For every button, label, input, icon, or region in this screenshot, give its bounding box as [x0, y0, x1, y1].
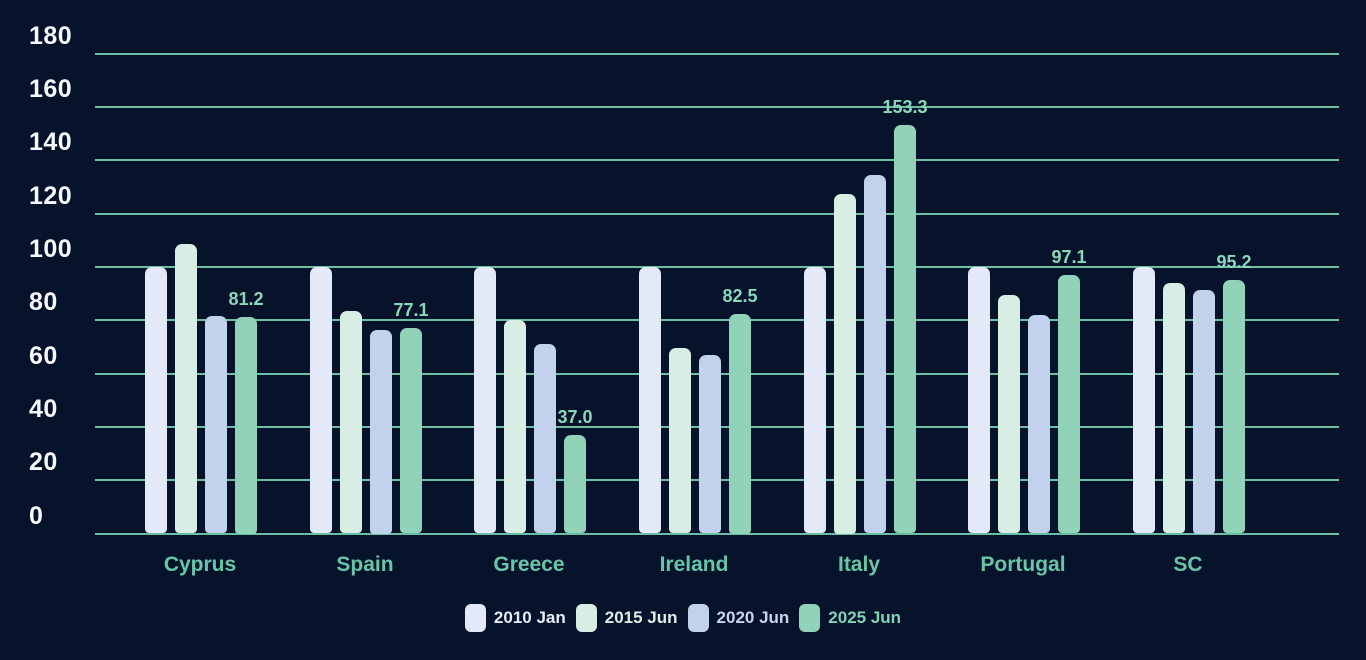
bar-cyprus-2025-jun[interactable]	[235, 317, 257, 534]
bar-sc-2010-jan[interactable]	[1133, 266, 1155, 534]
bar-ireland-2015-jun[interactable]	[669, 348, 691, 534]
y-axis-tick-label: 40	[29, 395, 58, 423]
legend-item-label: 2025 Jun	[828, 608, 902, 627]
bar-value-label: 82.5	[722, 285, 758, 306]
gridline	[95, 213, 1339, 215]
legend-item-label: 2015 Jun	[604, 608, 678, 627]
bar-value-label: 97.1	[1051, 246, 1087, 267]
y-axis-tick-label: 100	[29, 235, 73, 263]
gridline	[95, 266, 1339, 268]
bar-spain-2015-jun[interactable]	[340, 310, 362, 534]
bar-italy-2010-jan[interactable]	[804, 266, 826, 534]
bar-spain-2025-jun[interactable]	[400, 327, 422, 534]
bar-value-label: 153.3	[882, 96, 928, 117]
y-axis-tick-label: 20	[29, 448, 58, 476]
legend-item-2025-jun[interactable]: 2025 Jun	[799, 604, 901, 632]
gridline	[95, 159, 1339, 161]
bar-value-label: 77.1	[393, 299, 429, 320]
bar-cyprus-2020-jun[interactable]	[205, 316, 227, 534]
legend-item-2010-jan[interactable]: 2010 Jan	[464, 604, 566, 632]
legend-swatch	[799, 604, 821, 632]
x-axis-category-label: Greece	[493, 553, 565, 576]
bar-italy-2015-jun[interactable]	[834, 193, 856, 534]
x-axis-category-label: Italy	[837, 553, 881, 576]
x-axis-category-label: Portugal	[980, 553, 1066, 576]
bar-greece-2020-jun[interactable]	[534, 344, 556, 534]
bar-portugal-2020-jun[interactable]	[1028, 314, 1050, 534]
legend-swatch	[575, 604, 597, 632]
x-axis-category-label: Spain	[336, 553, 394, 576]
bar-spain-2010-jan[interactable]	[310, 266, 332, 534]
bar-italy-2025-jun[interactable]	[894, 124, 916, 534]
bar-portugal-2025-jun[interactable]	[1058, 274, 1080, 534]
bar-italy-2020-jun[interactable]	[864, 174, 886, 534]
legend-swatch	[464, 604, 486, 632]
bar-greece-2010-jan[interactable]	[474, 266, 496, 534]
bar-value-label: 37.0	[557, 406, 593, 427]
legend-swatch	[687, 604, 709, 632]
legend-item-label: 2020 Jun	[716, 608, 790, 627]
bar-spain-2020-jun[interactable]	[370, 329, 392, 534]
x-axis-category-label: Cyprus	[163, 553, 237, 576]
bar-greece-2015-jun[interactable]	[504, 320, 526, 534]
bar-portugal-2015-jun[interactable]	[998, 294, 1020, 534]
y-axis-tick-label: 140	[29, 128, 73, 156]
bar-value-label: 81.2	[228, 289, 264, 309]
bar-value-label: 95.2	[1216, 251, 1252, 272]
gridline	[95, 533, 1339, 535]
x-axis-category-label: SC	[1173, 553, 1203, 576]
y-axis-tick-label: 60	[29, 342, 58, 370]
y-axis-tick-label: 180	[29, 22, 73, 50]
bar-sc-2020-jun[interactable]	[1193, 289, 1215, 534]
y-axis-tick-label: 0	[29, 502, 44, 530]
bar-sc-2015-jun[interactable]	[1163, 282, 1185, 534]
gridline	[95, 319, 1339, 321]
bar-ireland-2010-jan[interactable]	[639, 266, 661, 534]
bar-sc-2025-jun[interactable]	[1223, 279, 1245, 534]
chart-legend: 2010 Jan 2015 Jun 2020 Jun 2025 Jun	[0, 604, 1366, 632]
bar-ireland-2020-jun[interactable]	[699, 354, 721, 534]
y-axis-tick-label: 120	[29, 182, 73, 210]
gridline	[95, 106, 1339, 108]
bar-greece-2025-jun[interactable]	[564, 434, 586, 534]
x-axis-category-label: Ireland	[659, 553, 729, 576]
y-axis-tick-label: 160	[29, 75, 73, 103]
legend-item-2015-jun[interactable]: 2015 Jun	[575, 604, 678, 632]
gridline	[95, 53, 1339, 55]
y-axis-tick-label: 80	[29, 288, 58, 316]
bar-cyprus-2015-jun[interactable]	[175, 244, 197, 534]
legend-item-2020-jun[interactable]: 2020 Jun	[687, 604, 790, 632]
bar-portugal-2010-jan[interactable]	[968, 266, 990, 534]
legend-item-label: 2010 Jan	[493, 608, 566, 627]
bar-cyprus-2010-jan[interactable]	[145, 266, 167, 534]
bar-ireland-2025-jun[interactable]	[729, 313, 751, 534]
